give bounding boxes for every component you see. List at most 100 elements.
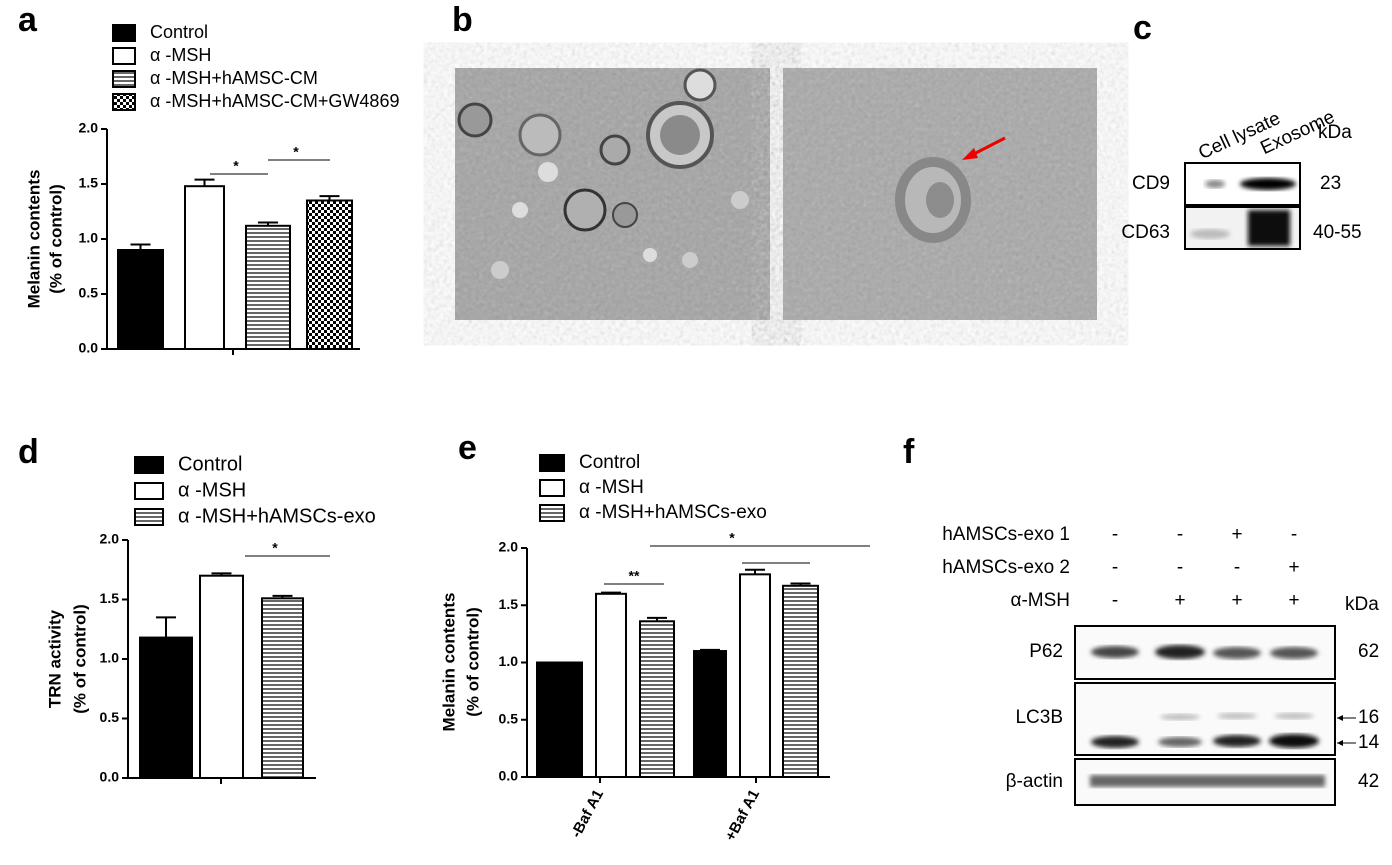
y-axis-label: (% of control) bbox=[70, 604, 89, 714]
y-tick-label: 1.0 bbox=[79, 230, 99, 246]
y-tick-label: 0.0 bbox=[499, 768, 519, 784]
error-bar bbox=[130, 243, 151, 250]
treatment-sign: - bbox=[1112, 557, 1118, 578]
legend-swatch bbox=[112, 24, 136, 42]
size-label: 23 bbox=[1320, 173, 1341, 194]
y-tick-label: 0.5 bbox=[100, 709, 120, 725]
error-bar bbox=[194, 178, 215, 187]
error-bar bbox=[272, 594, 293, 599]
treatment-sign: - bbox=[1112, 524, 1118, 545]
y-tick-label: 1.5 bbox=[100, 590, 120, 606]
bar bbox=[306, 199, 353, 350]
error-bar bbox=[601, 591, 621, 594]
y-tick-label: 2.0 bbox=[100, 531, 120, 547]
treatment-sign: - bbox=[1177, 557, 1183, 578]
panel-label: c bbox=[1133, 9, 1152, 47]
panel-label: f bbox=[903, 433, 915, 471]
y-tick-label: 0.5 bbox=[79, 285, 99, 301]
legend-label: Control bbox=[579, 452, 640, 473]
legend-swatch bbox=[539, 504, 565, 522]
bar bbox=[739, 573, 771, 779]
bar bbox=[245, 224, 291, 350]
micrograph-left bbox=[455, 68, 770, 320]
row-label: CD63 bbox=[1121, 222, 1170, 243]
significance-mark: * bbox=[729, 530, 735, 546]
treatment-sign: + bbox=[1288, 590, 1299, 611]
size-label: 14 bbox=[1358, 732, 1380, 753]
y-tick-label: 1.5 bbox=[79, 175, 99, 191]
legend-label: α -MSH+hAMSC-CM+GW4869 bbox=[150, 91, 399, 111]
significance-mark: * bbox=[272, 540, 278, 556]
bar bbox=[184, 185, 225, 350]
y-tick-label: 1.0 bbox=[100, 650, 120, 666]
panel-label: d bbox=[18, 433, 39, 471]
y-tick-label: 0.5 bbox=[499, 710, 519, 726]
size-label: 40-55 bbox=[1313, 222, 1362, 243]
size-label: 62 bbox=[1358, 641, 1379, 662]
treatment-sign: + bbox=[1288, 557, 1299, 578]
legend-swatch bbox=[134, 482, 164, 500]
legend-label: α -MSH bbox=[178, 479, 246, 501]
panel-label: e bbox=[458, 429, 477, 467]
treatment-label: α-MSH bbox=[1010, 590, 1070, 611]
bar bbox=[782, 584, 819, 778]
treatment-sign: + bbox=[1231, 590, 1242, 611]
error-bar bbox=[258, 221, 278, 226]
treatment-sign: - bbox=[1112, 590, 1118, 611]
panel-label: a bbox=[18, 1, 38, 39]
x-tick-label: +Baf A1 bbox=[722, 787, 763, 844]
significance-mark: * bbox=[233, 158, 239, 174]
treatment-sign: - bbox=[1234, 557, 1240, 578]
legend-swatch bbox=[539, 479, 565, 497]
legend-swatch bbox=[539, 454, 565, 472]
y-axis-label: Melanin contents bbox=[24, 170, 43, 309]
unit-label: kDa bbox=[1345, 594, 1379, 615]
micrograph-right bbox=[783, 68, 1097, 320]
blot-f bbox=[1074, 625, 1356, 806]
legend-label: α -MSH bbox=[150, 45, 211, 65]
row-label: CD9 bbox=[1132, 173, 1170, 194]
legend-swatch bbox=[112, 47, 136, 65]
error-bar bbox=[647, 616, 667, 622]
treatment-sign: + bbox=[1231, 524, 1242, 545]
legend-label: α -MSH+hAMSCs-exo bbox=[178, 505, 376, 527]
bar bbox=[639, 620, 675, 779]
y-tick-label: 0.0 bbox=[100, 769, 120, 785]
y-tick-label: 0.0 bbox=[79, 340, 99, 356]
treatment-sign: - bbox=[1291, 524, 1297, 545]
treatment-sign: + bbox=[1174, 590, 1185, 611]
x-tick-label: -Baf A1 bbox=[568, 787, 607, 841]
bar bbox=[536, 661, 583, 778]
error-bar bbox=[156, 616, 176, 638]
treatment-sign: - bbox=[1177, 524, 1183, 545]
legend-label: α -MSH bbox=[579, 477, 644, 498]
legend-swatch bbox=[134, 508, 164, 526]
size-label: 16 bbox=[1358, 707, 1379, 728]
error-bar bbox=[790, 582, 811, 586]
y-axis-label: (% of control) bbox=[463, 607, 482, 717]
row-label: P62 bbox=[1029, 641, 1063, 662]
y-axis-label: Melanin contents bbox=[439, 593, 458, 732]
unit-label: kDa bbox=[1318, 122, 1352, 143]
bar bbox=[199, 574, 244, 780]
significance-mark: * bbox=[293, 144, 299, 160]
bar bbox=[261, 597, 304, 779]
legend-swatch bbox=[134, 456, 164, 474]
y-axis-label: TRN activity bbox=[45, 609, 64, 708]
significance-mark: ** bbox=[629, 568, 640, 584]
legend-label: Control bbox=[150, 22, 208, 42]
treatment-label: hAMSCs-exo 2 bbox=[942, 557, 1070, 578]
legend-label: α -MSH+hAMSCs-exo bbox=[579, 502, 767, 523]
legend-swatch bbox=[112, 93, 136, 111]
row-label: β-actin bbox=[1006, 771, 1063, 792]
bar bbox=[595, 592, 627, 778]
bar bbox=[117, 249, 164, 350]
error-bar bbox=[745, 568, 765, 575]
legend-label: Control bbox=[178, 453, 242, 475]
size-label: 42 bbox=[1358, 771, 1379, 792]
legend-swatch bbox=[112, 70, 136, 88]
y-tick-label: 2.0 bbox=[499, 539, 519, 555]
y-tick-label: 1.0 bbox=[499, 653, 519, 669]
